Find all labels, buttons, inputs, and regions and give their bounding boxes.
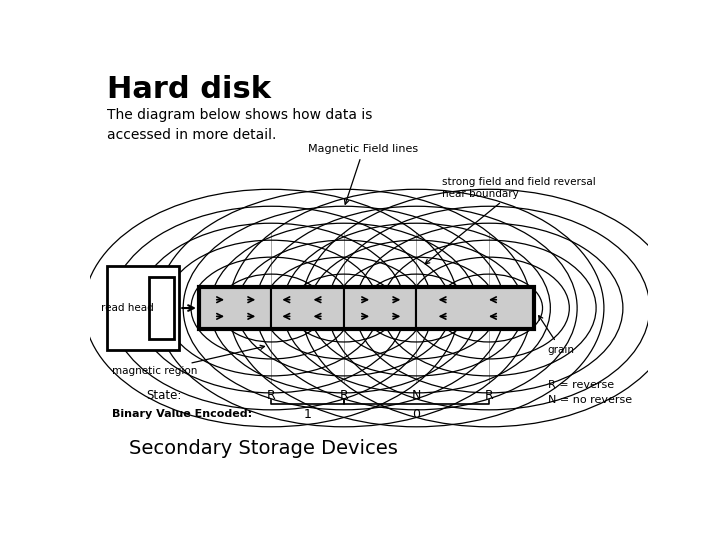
- Bar: [344, 287, 416, 329]
- Bar: [271, 287, 344, 329]
- Text: grain: grain: [539, 316, 575, 355]
- Text: N = no reverse: N = no reverse: [547, 395, 631, 404]
- Text: The diagram below shows how data is
accessed in more detail.: The diagram below shows how data is acce…: [107, 109, 372, 142]
- Bar: [416, 287, 534, 329]
- Text: Hard disk: Hard disk: [107, 75, 271, 104]
- Text: R: R: [267, 389, 276, 402]
- Bar: [199, 287, 534, 329]
- Bar: [149, 277, 174, 339]
- Text: read head: read head: [101, 303, 153, 313]
- Text: R: R: [340, 389, 348, 402]
- Text: R: R: [485, 389, 493, 402]
- Text: 0: 0: [413, 408, 420, 421]
- Text: strong field and field reversal
near boundary: strong field and field reversal near bou…: [426, 177, 595, 264]
- Text: R = reverse: R = reverse: [547, 380, 613, 390]
- Text: Secondary Storage Devices: Secondary Storage Devices: [129, 438, 398, 458]
- Bar: [107, 266, 179, 349]
- Text: N: N: [412, 389, 421, 402]
- Text: Binary Value Encoded:: Binary Value Encoded:: [112, 409, 253, 419]
- Text: Magnetic Field lines: Magnetic Field lines: [308, 144, 418, 204]
- Text: magnetic region: magnetic region: [112, 345, 264, 376]
- Text: 1: 1: [304, 408, 312, 421]
- Bar: [199, 287, 271, 329]
- Text: State:: State:: [145, 389, 181, 402]
